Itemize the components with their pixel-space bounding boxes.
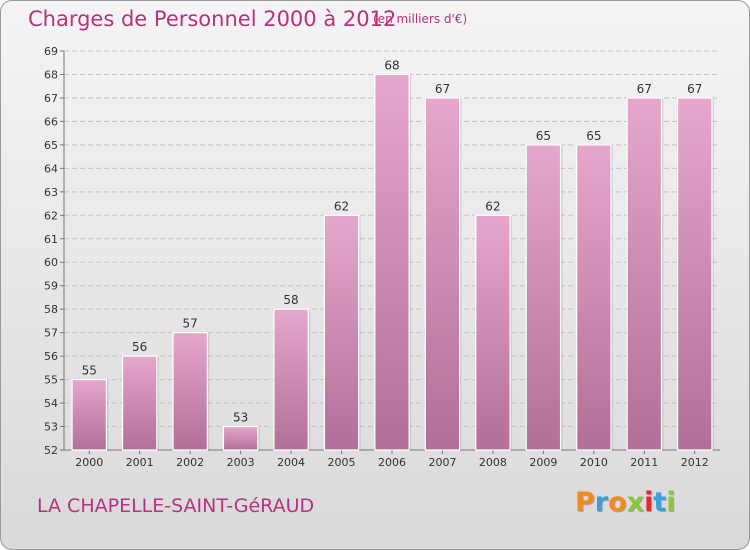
data-label: 55 xyxy=(82,364,97,378)
data-label: 57 xyxy=(183,317,198,331)
data-labels: 55 56 57 53 58 62 68 67 62 65 65 67 67 xyxy=(82,58,703,424)
y-tick-label: 62 xyxy=(44,209,58,222)
y-tick-label: 67 xyxy=(44,92,58,105)
x-tick-label: 2001 xyxy=(126,456,154,469)
y-tick-label: 66 xyxy=(44,115,58,128)
bar xyxy=(323,214,360,451)
y-tick-label: 55 xyxy=(44,374,58,387)
bar xyxy=(172,332,208,451)
data-label: 65 xyxy=(586,129,601,143)
y-tick-label: 54 xyxy=(44,397,58,410)
logo-letter: t xyxy=(653,487,667,518)
y-tick-label: 58 xyxy=(44,303,58,316)
proxiti-logo: Proxiti xyxy=(575,487,676,518)
y-tick-label: 64 xyxy=(44,162,58,175)
data-label: 62 xyxy=(485,199,500,213)
data-label: 67 xyxy=(687,82,702,96)
chart-title: Charges de Personnel 2000 à 2012 xyxy=(28,7,397,31)
bar xyxy=(71,378,107,451)
bar xyxy=(273,308,309,451)
y-tick-label: 61 xyxy=(44,233,58,246)
x-tick-label: 2006 xyxy=(378,456,406,469)
x-tick-label: 2000 xyxy=(75,456,103,469)
bar xyxy=(222,425,259,451)
y-tick-label: 68 xyxy=(44,68,58,81)
logo-letter: o xyxy=(608,487,627,518)
x-tick-label: 2012 xyxy=(681,456,709,469)
data-label: 67 xyxy=(435,82,450,96)
data-label: 65 xyxy=(536,129,551,143)
bar xyxy=(525,144,562,451)
y-tick-label: 69 xyxy=(44,45,58,58)
place-name: LA CHAPELLE-SAINT-GéRAUD xyxy=(37,495,315,517)
x-tick-label: 2003 xyxy=(227,456,255,469)
logo-letter: x xyxy=(626,487,645,518)
x-tick-label: 2010 xyxy=(580,456,608,469)
x-tick-label: 2007 xyxy=(428,456,456,469)
data-label: 67 xyxy=(637,82,652,96)
x-tick-label: 2002 xyxy=(176,456,204,469)
bar xyxy=(626,97,663,451)
axes: 52 53 54 55 56 57 58 59 60 61 62 63 64 65 66 67 68 69 2000… xyxy=(44,45,720,469)
y-tick-label: 52 xyxy=(44,444,58,457)
data-label: 58 xyxy=(283,293,298,307)
bar xyxy=(374,73,410,451)
bar xyxy=(576,144,612,451)
x-tick-label: 2011 xyxy=(630,456,658,469)
y-tick-label: 57 xyxy=(44,327,58,340)
chart-subtitle: (en milliers d'€) xyxy=(373,12,468,26)
y-tick-label: 63 xyxy=(44,186,58,199)
data-label: 68 xyxy=(384,58,399,72)
data-label: 56 xyxy=(132,340,147,354)
logo-letter: P xyxy=(575,487,595,518)
y-tick-label: 53 xyxy=(44,421,58,434)
logo-letter: i xyxy=(644,487,654,518)
bar xyxy=(677,97,713,451)
data-label: 53 xyxy=(233,411,248,425)
logo-letter: i xyxy=(666,487,676,518)
x-tick-label: 2009 xyxy=(529,456,557,469)
y-tick-label: 65 xyxy=(44,139,58,152)
x-tick-label: 2005 xyxy=(328,456,356,469)
y-tick-label: 56 xyxy=(44,350,58,363)
bar xyxy=(424,97,461,451)
bars xyxy=(71,73,714,451)
bar xyxy=(121,355,158,451)
logo-letter: r xyxy=(594,487,609,518)
y-tick-label: 59 xyxy=(44,280,58,293)
bar xyxy=(475,214,511,451)
x-tick-label: 2008 xyxy=(479,456,507,469)
x-tick-label: 2004 xyxy=(277,456,305,469)
data-label: 62 xyxy=(334,199,349,213)
y-tick-label: 60 xyxy=(44,256,58,269)
